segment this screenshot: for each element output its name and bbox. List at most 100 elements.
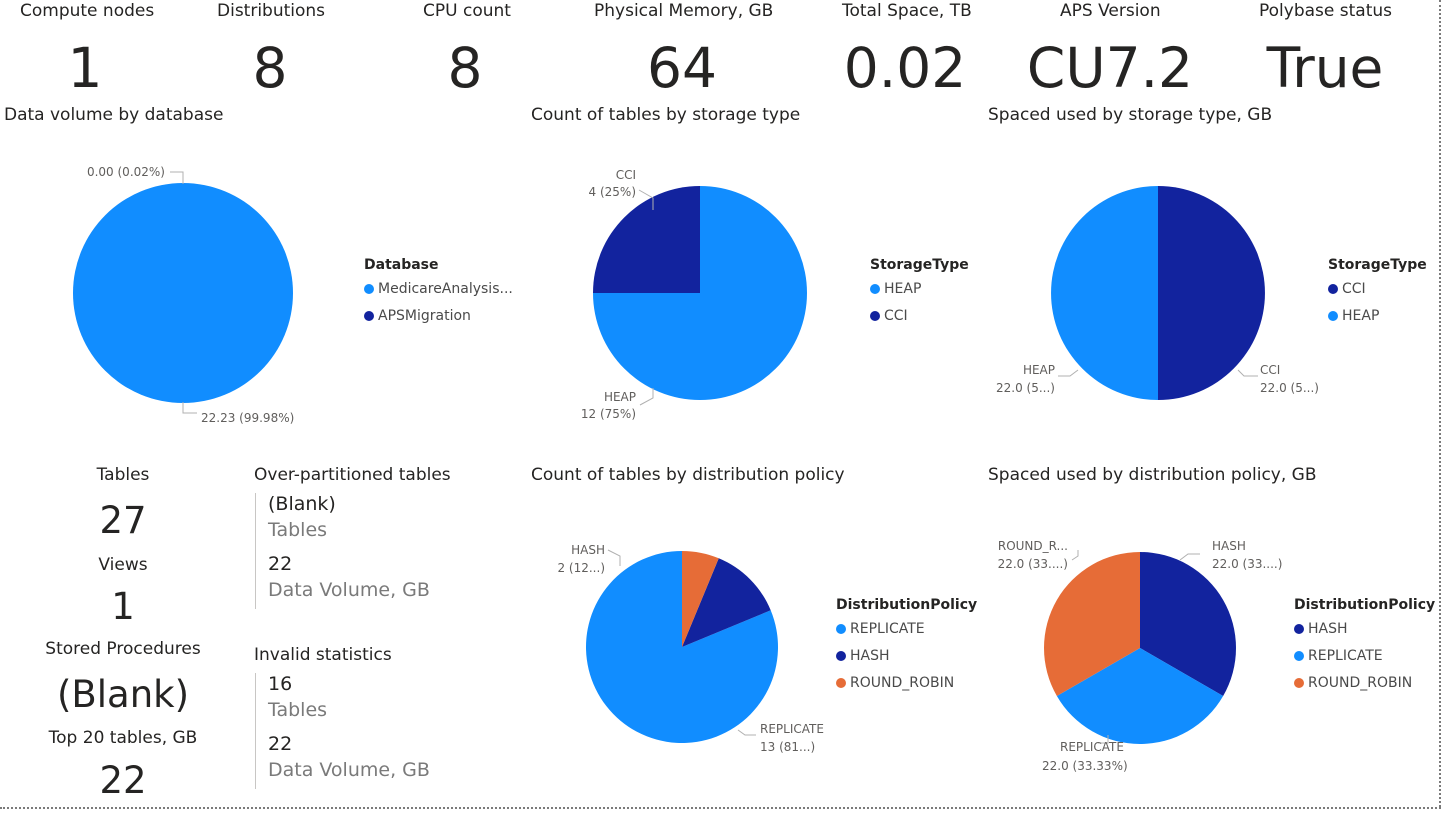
legend-label: REPLICATE: [850, 621, 925, 637]
pie-slice-round-robin[interactable]: [1044, 552, 1140, 696]
pie-chart-tables-storage[interactable]: CCI 4 (25%) HEAP 12 (75%): [560, 140, 860, 440]
legend-item[interactable]: HEAP: [870, 281, 969, 297]
multirow-value: 22: [268, 553, 293, 575]
legend-item[interactable]: APSMigration: [364, 308, 513, 324]
kpi-title: APS Version: [1060, 1, 1161, 21]
pie-slice-round-robin[interactable]: [682, 551, 719, 647]
data-label: HEAP: [1023, 363, 1055, 377]
label-leader-line: [1098, 735, 1109, 744]
stat-value-views: 1: [111, 585, 135, 628]
canvas-border-right: [1439, 0, 1441, 807]
data-label: 22.0 (33.33%): [1042, 759, 1128, 773]
legend-marker: [1294, 651, 1304, 661]
data-label: 22.0 (5...): [1260, 381, 1319, 395]
data-label: 0.00 (0.02%): [87, 165, 165, 179]
pie-slices: [73, 183, 293, 403]
data-label: CCI: [616, 168, 636, 182]
pie-slices: [1044, 552, 1236, 744]
data-label: 22.23 (99.98%): [201, 411, 294, 425]
label-leader-line: [1179, 553, 1200, 561]
pie-chart-data-volume[interactable]: 0.00 (0.02%) 22.23 (99.98%): [0, 130, 360, 440]
pie-chart-space-distribution[interactable]: HASH 22.0 (33....) ROUND_R... 22.0 (33..…: [990, 530, 1320, 780]
kpi-value: 0.02: [843, 36, 967, 100]
pie-slice-cci[interactable]: [593, 186, 700, 293]
legend-label: APSMigration: [378, 308, 471, 324]
pie-slices: [593, 186, 807, 400]
data-label: ROUND_R...: [998, 539, 1068, 553]
kpi-value: 8: [447, 36, 483, 100]
data-label: 22.0 (33....): [998, 557, 1068, 571]
legend-marker: [364, 311, 374, 321]
kpi-title: Total Space, TB: [842, 1, 972, 21]
legend-item[interactable]: REPLICATE: [1294, 648, 1435, 664]
legend-label: CCI: [1342, 281, 1366, 297]
data-label: REPLICATE: [760, 722, 824, 736]
pie-slice-heap[interactable]: [1051, 186, 1158, 400]
kpi-value: 64: [647, 36, 717, 100]
pie-chart-space-storage[interactable]: CCI 22.0 (5...) HEAP 22.0 (5...): [990, 140, 1350, 440]
legend-item[interactable]: CCI: [1328, 281, 1427, 297]
legend-label: HEAP: [884, 281, 922, 297]
label-leader-line: [737, 729, 756, 736]
pie-chart-tables-distribution[interactable]: HASH 2 (12...) REPLICATE 13 (81...): [540, 530, 840, 760]
pie-slice-cci[interactable]: [1158, 186, 1265, 400]
legend-marker: [836, 651, 846, 661]
legend-marker: [836, 678, 846, 688]
data-label: HEAP: [604, 390, 636, 404]
multirow-label: Data Volume, GB: [268, 759, 430, 781]
legend-item[interactable]: HASH: [836, 648, 977, 664]
label-leader-line: [639, 388, 654, 406]
pie-slice-hash[interactable]: [682, 558, 771, 647]
kpi-title: Distributions: [217, 1, 326, 21]
pie-slice-replicate[interactable]: [1056, 648, 1224, 744]
legend-marker: [364, 284, 374, 294]
legend-distribution-space: DistributionPolicy HASH REPLICATE ROUND_…: [1294, 597, 1435, 691]
legend-label: HASH: [850, 648, 890, 664]
stat-value-stored-procedures: (Blank): [56, 673, 190, 716]
legend-item[interactable]: HEAP: [1328, 308, 1427, 324]
data-label: 13 (81...): [760, 740, 815, 754]
chart-title-tables-storage: Count of tables by storage type: [531, 105, 801, 125]
legend-storage-type-count: StorageType HEAP CCI: [870, 257, 969, 324]
kpi-value: True: [1266, 36, 1384, 100]
multirow-value: (Blank): [268, 493, 336, 515]
stat-title-tables: Tables: [96, 465, 150, 485]
legend-title: DistributionPolicy: [836, 597, 978, 613]
legend-item[interactable]: CCI: [870, 308, 969, 324]
data-label: CCI: [1260, 363, 1280, 377]
legend-marker: [1294, 624, 1304, 634]
pie-slices: [1051, 186, 1265, 400]
chart-title-data-volume: Data volume by database: [4, 105, 224, 125]
legend-item[interactable]: ROUND_ROBIN: [1294, 675, 1435, 691]
label-leader-line: [1237, 369, 1258, 377]
legend-item[interactable]: MedicareAnalysis...: [364, 281, 513, 297]
legend-item[interactable]: REPLICATE: [836, 621, 977, 637]
canvas-border-bottom: [0, 807, 1441, 809]
legend-label: ROUND_ROBIN: [850, 675, 955, 691]
legend-item[interactable]: HASH: [1294, 621, 1435, 637]
kpi-title: CPU count: [423, 1, 511, 21]
stat-title-views: Views: [98, 555, 148, 575]
legend-storage-type-space: StorageType CCI HEAP: [1328, 257, 1427, 324]
legend-item[interactable]: ROUND_ROBIN: [836, 675, 977, 691]
legend-label: MedicareAnalysis...: [378, 281, 513, 297]
pie-slice-medicareanalysis[interactable]: [73, 183, 293, 403]
over-partitioned-card: (Blank) Tables 22 Data Volume, GB: [255, 493, 430, 609]
multirow-value: 16: [268, 673, 293, 695]
chart-title-tables-distribution: Count of tables by distribution policy: [531, 465, 845, 485]
pie-slice-hash[interactable]: [1140, 552, 1236, 696]
label-leader-line: [1058, 369, 1079, 377]
kpi-title: Compute nodes: [20, 1, 155, 21]
legend-title: StorageType: [1328, 257, 1427, 273]
kpi-value: CU7.2: [1026, 36, 1194, 100]
kpi-title: Physical Memory, GB: [594, 1, 774, 21]
legend-marker: [1328, 311, 1338, 321]
label-leader-line: [182, 402, 197, 414]
data-label: 22.0 (33....): [1212, 557, 1282, 571]
stat-value-top20: 22: [99, 759, 147, 802]
data-label: HASH: [1212, 539, 1246, 553]
over-partitioned-title: Over-partitioned tables: [254, 465, 451, 485]
stat-value-tables: 27: [99, 499, 147, 542]
invalid-statistics-title: Invalid statistics: [254, 645, 392, 665]
label-leader-line: [638, 189, 654, 210]
